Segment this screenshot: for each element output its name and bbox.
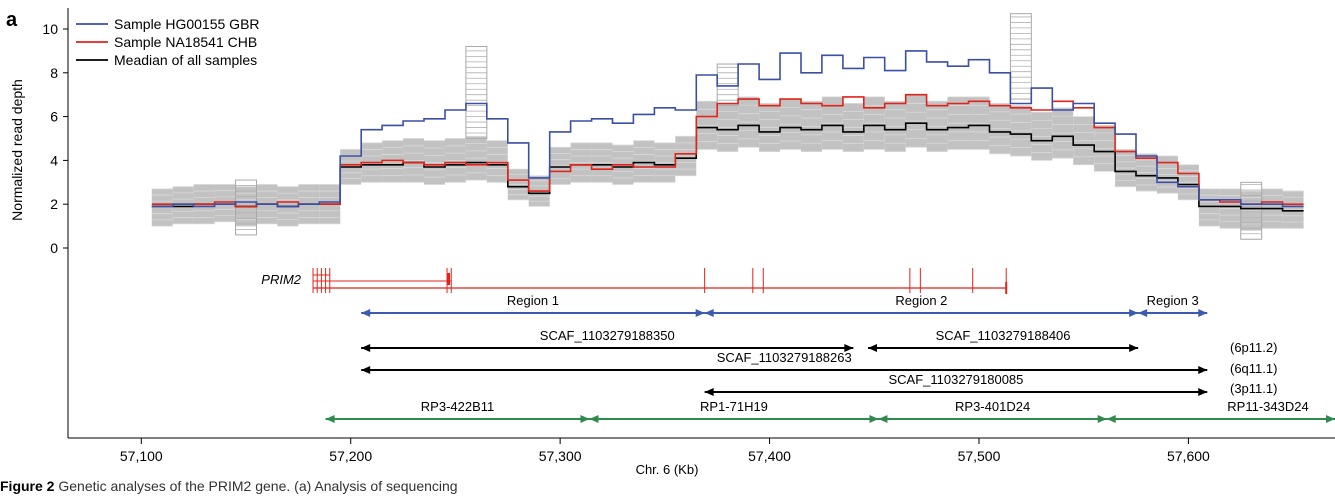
series-line-sample-hg00155-gbr	[151, 50, 1304, 208]
region-label: Region 1	[507, 293, 559, 308]
arrowhead-right	[1198, 309, 1208, 317]
clone-label: RP11-343D24	[1227, 399, 1308, 414]
arrowhead-right	[1097, 415, 1107, 423]
all-samples-band	[151, 94, 1304, 231]
legend: Sample HG00155 GBR Sample NA18541 CHB Mead…	[76, 16, 260, 68]
x-tick-label: 57,400	[748, 448, 791, 464]
outlier-sample-lines	[235, 13, 1263, 240]
arrowhead-left	[361, 309, 371, 317]
x-tick-label: 57,500	[958, 448, 1001, 464]
arrowhead-right	[844, 344, 854, 352]
outlier-column	[1009, 13, 1032, 100]
scaffold-band-note: (6p11.2)	[1230, 340, 1277, 355]
y-tick-label: 10	[42, 21, 58, 37]
arrowhead-left	[361, 366, 371, 374]
arrowhead-left	[589, 415, 599, 423]
arrowhead-left	[878, 415, 888, 423]
y-tick-label: 8	[50, 65, 58, 81]
series-line-sample-na18541-chb	[151, 93, 1304, 208]
arrowhead-right	[1198, 366, 1208, 374]
y-tick-label: 6	[50, 109, 58, 125]
legend-label: Meadian of all samples	[114, 52, 257, 68]
scaffold-label: SCAF_1103279180085	[888, 372, 1023, 387]
arrowhead-right	[1198, 388, 1208, 396]
scaffold-label: SCAF_1103279188350	[540, 328, 675, 343]
clone-label: RP3-422B11	[421, 399, 494, 414]
scaffold-label: SCAF_1103279188263	[717, 350, 852, 365]
arrowhead-right	[1129, 309, 1139, 317]
arrowhead-left	[704, 309, 714, 317]
arrowhead-left	[867, 344, 877, 352]
arrowhead-left	[361, 344, 371, 352]
region-label: Region 3	[1147, 293, 1199, 308]
y-tick-label: 0	[50, 240, 58, 256]
scaffold-band-note: (6q11.1)	[1230, 361, 1277, 376]
axes: 0 2 4 6 8 10 57,100 57,200 57,300 57,400 57,500 57,…	[42, 8, 1335, 464]
arrowhead-left	[704, 388, 714, 396]
gene-name: PRIM2	[261, 272, 302, 287]
arrowhead-right	[869, 415, 879, 423]
x-tick-label: 57,600	[1167, 448, 1210, 464]
figure-caption-text: Genetic analyses of the PRIM2 gene. (a) …	[54, 478, 458, 494]
region-label: Region 2	[895, 293, 947, 308]
outlier-column	[716, 63, 739, 107]
y-axis-title: Normalized read depth	[9, 79, 25, 221]
scaffold-band-note: (3p11.1)	[1230, 381, 1277, 396]
x-tick-label: 57,200	[329, 448, 372, 464]
arrowhead-left	[1138, 309, 1148, 317]
gene-exon-block	[447, 273, 451, 285]
arrowhead-left	[325, 415, 335, 423]
arrowhead-right	[580, 415, 590, 423]
x-axis-title: Chr. 6 (Kb)	[636, 462, 699, 477]
y-tick-label: 4	[50, 152, 58, 168]
panel-label: a	[6, 9, 18, 31]
arrowhead-right	[1129, 344, 1139, 352]
series-lines	[151, 50, 1304, 212]
x-tick-label: 57,300	[539, 448, 582, 464]
x-tick-label: 57,100	[120, 448, 163, 464]
read-depth-chart: a 0 2 4 6 8 10 57,100 57,200 57,300 57,400 57,500 5…	[6, 8, 1335, 477]
outlier-column	[465, 46, 488, 140]
figure-caption-prefix: Figure 2	[0, 478, 55, 494]
figure-caption: Figure 2 Genetic analyses of the PRIM2 g…	[0, 478, 458, 494]
clone-label: RP3-401D24	[955, 399, 1030, 414]
y-tick-label: 2	[50, 196, 58, 212]
legend-label: Sample HG00155 GBR	[114, 16, 260, 32]
clone-label: RP1-71H19	[700, 399, 768, 414]
arrowhead-right	[1326, 415, 1335, 423]
legend-label: Sample NA18541 CHB	[114, 34, 257, 50]
scaffold-label: SCAF_1103279188406	[936, 328, 1071, 343]
arrowhead-left	[1106, 415, 1116, 423]
genomic-annotations: PRIM2 Region 1 Region 2 Region 3 SCAF_110327…	[261, 268, 1335, 423]
arrowhead-right	[695, 309, 705, 317]
